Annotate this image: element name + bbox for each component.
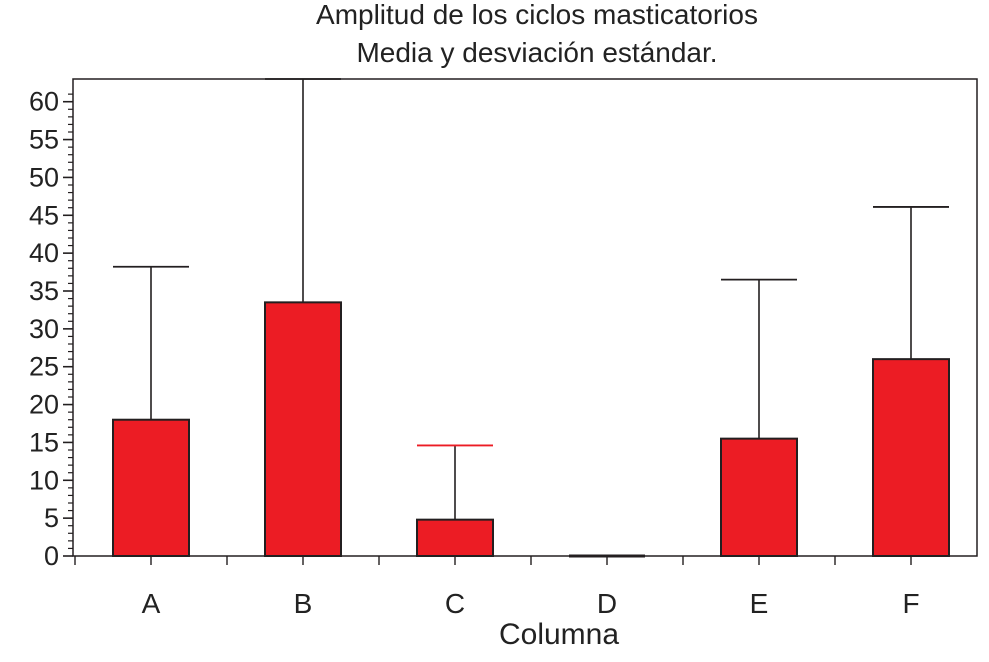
bars xyxy=(112,301,950,558)
x-tick-label: E xyxy=(750,588,769,619)
y-tick-label: 15 xyxy=(29,427,59,457)
y-tick-label: 55 xyxy=(29,125,59,155)
chart-subtitle: Media y desviación estándar. xyxy=(356,37,717,68)
x-tick-label: C xyxy=(445,588,465,619)
x-tick-label: B xyxy=(294,588,313,619)
error-bars xyxy=(113,78,949,520)
y-tick-label: 20 xyxy=(29,390,59,420)
chart-title: Amplitud de los ciclos masticatorios xyxy=(316,0,758,30)
x-tick-label: A xyxy=(142,588,161,619)
y-tick-label: 10 xyxy=(29,465,59,495)
y-tick-label: 50 xyxy=(29,162,59,192)
y-axis: 0 5 10 15 20 25 30 35 40 45 50 55 60 xyxy=(29,87,73,571)
x-tick-label: D xyxy=(597,588,617,619)
x-axis: A B C D E F xyxy=(74,556,920,619)
y-tick-label: 5 xyxy=(44,503,59,533)
y-tick-label: 25 xyxy=(29,352,59,382)
bar-B xyxy=(264,301,342,557)
y-tick-label: 35 xyxy=(29,276,59,306)
x-tick-label: F xyxy=(902,588,919,619)
plot-frame xyxy=(72,78,978,557)
y-tick-label: 45 xyxy=(29,200,59,230)
bar-E xyxy=(720,437,798,557)
y-tick-label: 0 xyxy=(44,541,59,571)
bar-A xyxy=(112,418,190,558)
y-tick-label: 60 xyxy=(29,87,59,117)
y-tick-label: 30 xyxy=(29,314,59,344)
y-tick-label: 40 xyxy=(29,238,59,268)
bar-F xyxy=(872,358,950,557)
bar-C xyxy=(416,518,494,558)
x-axis-title: Columna xyxy=(499,618,619,651)
